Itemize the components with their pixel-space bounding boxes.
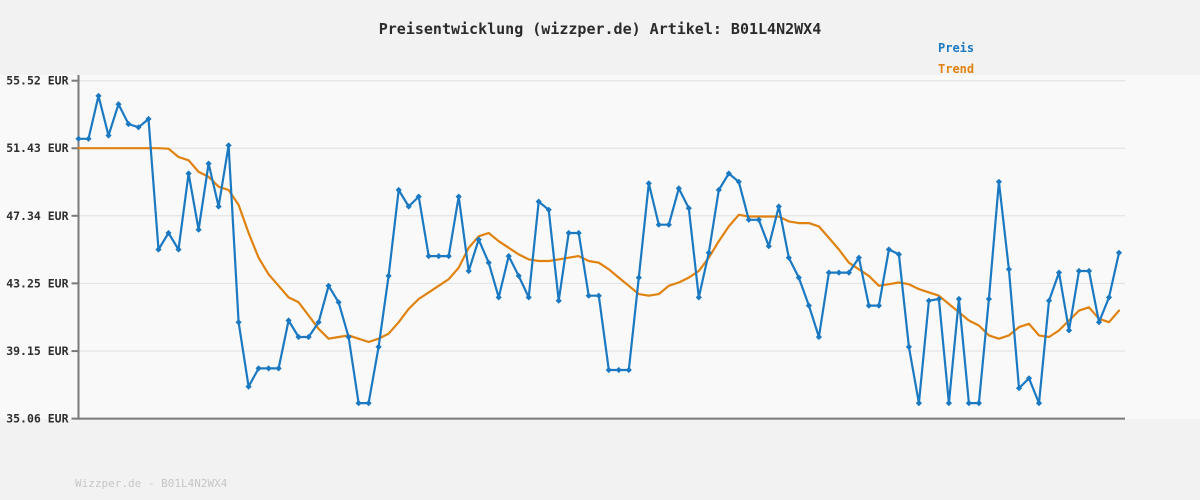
price-line: [77, 94, 1121, 405]
legend-price-label: Preis: [938, 41, 975, 55]
y-axis-label: 55.52 EUR: [6, 74, 68, 88]
y-axis-label: 35.06 EUR: [6, 412, 68, 426]
legend-trend-label: Trend: [938, 62, 975, 76]
y-axis-label: 51.43 EUR: [6, 141, 68, 155]
y-axis-label: 43.25 EUR: [6, 276, 68, 290]
footer-watermark: Wizzper.de - B01L4N2WX4: [75, 477, 228, 490]
chart-legend: Preis Trend: [938, 38, 974, 80]
trend-line: [77, 147, 1121, 344]
y-axis-label: 47.34 EUR: [6, 209, 68, 223]
y-axis-label: 39.15 EUR: [6, 344, 68, 358]
page-title: Preisentwicklung (wizzper.de) Artikel: B…: [378, 20, 822, 38]
plot-background: [0, 75, 1200, 419]
